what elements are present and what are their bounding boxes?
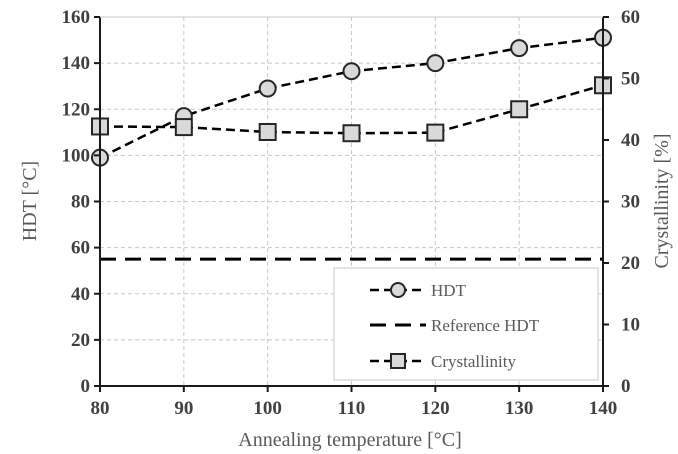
crystallinity-point — [174, 118, 193, 137]
legend-hdt-marker — [390, 282, 406, 298]
y-tick-label: 40 — [71, 284, 90, 305]
hdt-point — [342, 62, 361, 81]
x-tick-label: 80 — [91, 398, 110, 419]
legend: HDT Reference HDT Crystallinity — [333, 267, 599, 381]
hdt-point — [426, 54, 445, 73]
crystallinity-point — [342, 124, 361, 143]
y2-tick-label: 40 — [621, 130, 640, 151]
y2-tick-label: 10 — [621, 315, 640, 336]
legend-crystallinity-marker — [390, 353, 406, 369]
x-tick-label: 140 — [589, 398, 618, 419]
x-axis-title: Annealing temperature [°C] — [238, 429, 461, 451]
y-tick-label: 60 — [71, 238, 90, 259]
legend-reference-hdt-label: Reference HDT — [431, 316, 540, 335]
y2-tick-label: 30 — [621, 192, 640, 213]
axes — [94, 16, 609, 392]
y-tick-label: 0 — [81, 376, 91, 397]
y-axis-title: HDT [°C] — [19, 161, 41, 241]
y-tick-label: 100 — [62, 145, 91, 166]
y2-tick-label: 60 — [621, 7, 640, 28]
crystallinity-point — [258, 123, 277, 142]
y2-tick-label: 20 — [621, 253, 640, 274]
legend-crystallinity-label: Crystallinity — [431, 352, 517, 371]
y-tick-label: 20 — [71, 330, 90, 351]
y-tick-label: 140 — [62, 53, 91, 74]
hdt-point — [510, 39, 529, 58]
y-tick-label: 120 — [62, 99, 91, 120]
tick-labels: 0 20 40 60 80 100 120 140 160 0 10 20 30 40 50 60 80 90 10… — [62, 7, 641, 419]
y-tick-label: 80 — [71, 192, 90, 213]
y2-tick-label: 0 — [621, 376, 631, 397]
legend-hdt-label: HDT — [431, 281, 467, 300]
x-tick-label: 120 — [421, 398, 450, 419]
hdt-point — [258, 79, 277, 98]
crystallinity-point — [426, 123, 445, 142]
crystallinity-point — [510, 100, 529, 119]
x-tick-label: 130 — [505, 398, 534, 419]
y-tick-label: 160 — [62, 7, 91, 28]
y2-tick-label: 50 — [621, 69, 640, 90]
x-tick-label: 110 — [338, 398, 365, 419]
x-tick-label: 90 — [174, 398, 193, 419]
gridlines — [100, 17, 603, 386]
x-tick-label: 100 — [253, 398, 282, 419]
y2-axis-title: Crystallinity [%] — [651, 134, 673, 269]
